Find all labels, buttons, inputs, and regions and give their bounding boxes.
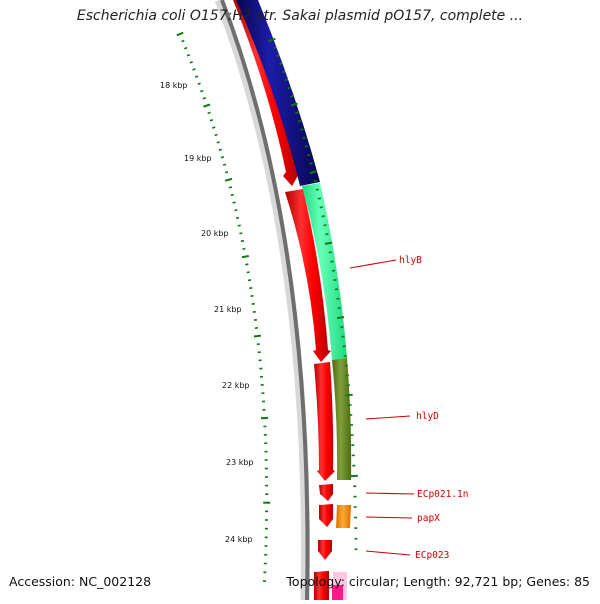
kbp-label: 19 kbp <box>184 154 212 163</box>
minor-tick <box>242 249 245 250</box>
minor-tick <box>184 48 187 49</box>
minor-tick <box>210 120 213 121</box>
minor-tick <box>208 112 211 113</box>
minor-tick <box>195 76 198 77</box>
minor-tick <box>332 271 335 272</box>
minor-tick <box>310 163 313 164</box>
gene-label-papX[interactable]: papX <box>417 513 440 524</box>
minor-tick <box>300 129 303 130</box>
minor-tick <box>320 207 323 208</box>
gene-block-hlyD <box>332 358 351 480</box>
major-tick <box>325 243 332 244</box>
minor-tick <box>295 112 298 113</box>
minor-tick <box>288 88 291 89</box>
kbp-label: 22 kbp <box>222 381 250 390</box>
minor-tick <box>305 146 308 147</box>
minor-tick <box>285 79 288 80</box>
minor-tick <box>241 241 244 242</box>
minor-tick <box>277 55 280 56</box>
gene-arrow-red-6 <box>318 540 332 560</box>
minor-tick <box>274 47 277 48</box>
gene-arrow-red-5 <box>319 504 333 527</box>
minor-tick <box>233 202 236 203</box>
kbp-label: 24 kbp <box>225 535 253 544</box>
gene-label-ECp021.1n[interactable]: ECp021.1n <box>417 489 468 500</box>
minor-tick <box>245 264 248 265</box>
gene-label-ECp023[interactable]: ECp023 <box>415 550 449 561</box>
minor-tick <box>303 138 306 139</box>
minor-tick <box>329 252 332 253</box>
minor-tick <box>324 225 327 226</box>
major-tick <box>242 256 249 257</box>
summary-text: Topology: circular; Length: 92,721 bp; G… <box>286 574 590 589</box>
minor-tick <box>229 187 232 188</box>
minor-tick <box>200 91 203 92</box>
minor-tick <box>322 216 325 217</box>
minor-tick <box>187 55 190 56</box>
backbone <box>222 0 307 600</box>
minor-tick <box>231 195 234 196</box>
gene-label-hlyB[interactable]: hlyB <box>399 255 422 266</box>
minor-tick <box>221 157 224 158</box>
kbp-label: 23 kbp <box>226 458 254 467</box>
minor-tick <box>236 218 239 219</box>
minor-tick <box>279 63 282 64</box>
minor-tick <box>318 198 321 199</box>
gene-arrow-red-3 <box>314 362 335 481</box>
minor-tick <box>325 234 328 235</box>
gene-arrow-red-4 <box>319 484 333 501</box>
major-tick <box>203 105 210 107</box>
major-tick <box>225 179 232 181</box>
minor-tick <box>215 135 218 136</box>
gene-block-papX <box>336 505 351 528</box>
minor-tick <box>290 96 293 97</box>
kbp-label: 18 kbp <box>160 81 188 90</box>
minor-tick <box>234 210 237 211</box>
minor-tick <box>198 83 201 84</box>
minor-tick <box>212 127 215 128</box>
hlyD-leader-line <box>366 416 410 419</box>
minor-tick <box>225 172 228 173</box>
minor-tick <box>330 261 333 262</box>
minor-tick <box>307 155 310 156</box>
papX-leader-line <box>366 517 412 518</box>
hlyB-leader-line <box>350 260 396 268</box>
ECp023-leader-line <box>366 551 410 555</box>
major-tick <box>254 336 261 337</box>
ECp021-leader-line <box>366 493 414 494</box>
minor-tick <box>203 98 206 99</box>
major-tick <box>177 33 183 36</box>
minor-tick <box>217 142 220 143</box>
minor-tick <box>316 189 319 190</box>
minor-tick <box>193 69 196 70</box>
kbp-label: 21 kbp <box>214 305 242 314</box>
minor-tick <box>182 41 185 42</box>
minor-tick <box>298 121 301 122</box>
kbp-label: 20 kbp <box>201 229 229 238</box>
minor-tick <box>252 304 255 305</box>
minor-tick <box>223 164 226 165</box>
accession-text: Accession: NC_002128 <box>9 574 151 589</box>
minor-tick <box>219 149 222 150</box>
minor-tick <box>190 62 193 63</box>
major-tick <box>346 395 353 396</box>
minor-tick <box>248 280 251 281</box>
major-tick <box>337 317 344 318</box>
minor-tick <box>239 233 242 234</box>
minor-tick <box>249 288 252 289</box>
minor-tick <box>282 71 285 72</box>
minor-tick <box>247 272 250 273</box>
gene-label-hlyD[interactable]: hlyD <box>416 411 439 422</box>
map-title: Escherichia coli O157:H7 str. Sakai plas… <box>0 8 600 24</box>
minor-tick <box>238 225 241 226</box>
minor-tick <box>314 181 317 182</box>
